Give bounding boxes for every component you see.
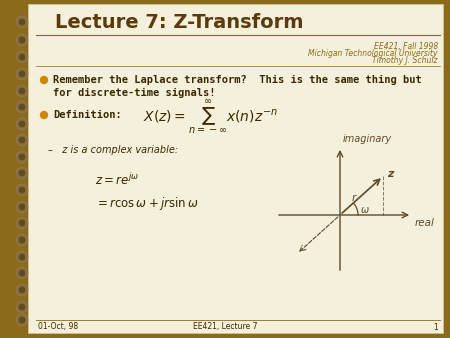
Circle shape [19,288,24,292]
Text: z: z [387,169,394,179]
Text: imaginary: imaginary [343,134,392,144]
Text: Definition:: Definition: [53,110,122,120]
Circle shape [40,112,48,119]
Text: Remember the Laplace transform?  This is the same thing but: Remember the Laplace transform? This is … [53,75,422,85]
Text: $z = re^{j\omega}$: $z = re^{j\omega}$ [95,172,139,188]
Circle shape [19,204,24,210]
Text: $= r\cos\omega + jr\sin\omega$: $= r\cos\omega + jr\sin\omega$ [95,194,198,212]
Circle shape [19,138,24,143]
Circle shape [19,188,24,193]
Text: Timothy J. Schulz: Timothy J. Schulz [373,56,438,65]
Text: EE421, Lecture 7: EE421, Lecture 7 [193,322,257,332]
Circle shape [19,72,24,76]
Circle shape [19,170,24,175]
Circle shape [19,54,24,59]
Circle shape [19,121,24,126]
Circle shape [19,38,24,43]
Text: real: real [415,218,435,228]
Circle shape [19,305,24,310]
Text: Lecture 7: Z-Transform: Lecture 7: Z-Transform [55,13,303,31]
Text: 1: 1 [433,322,438,332]
Text: $\omega$: $\omega$ [360,205,370,215]
Circle shape [19,154,24,160]
Text: $X(z) = \sum_{n=-\infty}^{\infty} x(n)z^{-n}$: $X(z) = \sum_{n=-\infty}^{\infty} x(n)z^… [143,98,277,136]
Text: Michigan Technological University: Michigan Technological University [309,49,438,58]
Text: for discrete-time signals!: for discrete-time signals! [53,88,216,98]
Circle shape [40,76,48,83]
Text: r: r [351,193,356,202]
Circle shape [19,89,24,94]
Circle shape [19,20,24,24]
Text: EE421, Fall 1998: EE421, Fall 1998 [374,42,438,51]
Circle shape [19,220,24,225]
Text: 01-Oct, 98: 01-Oct, 98 [38,322,78,332]
Circle shape [19,238,24,242]
Circle shape [19,317,24,322]
Circle shape [19,255,24,260]
Circle shape [19,104,24,110]
Text: –   z is a complex variable:: – z is a complex variable: [48,145,178,155]
Circle shape [19,270,24,275]
